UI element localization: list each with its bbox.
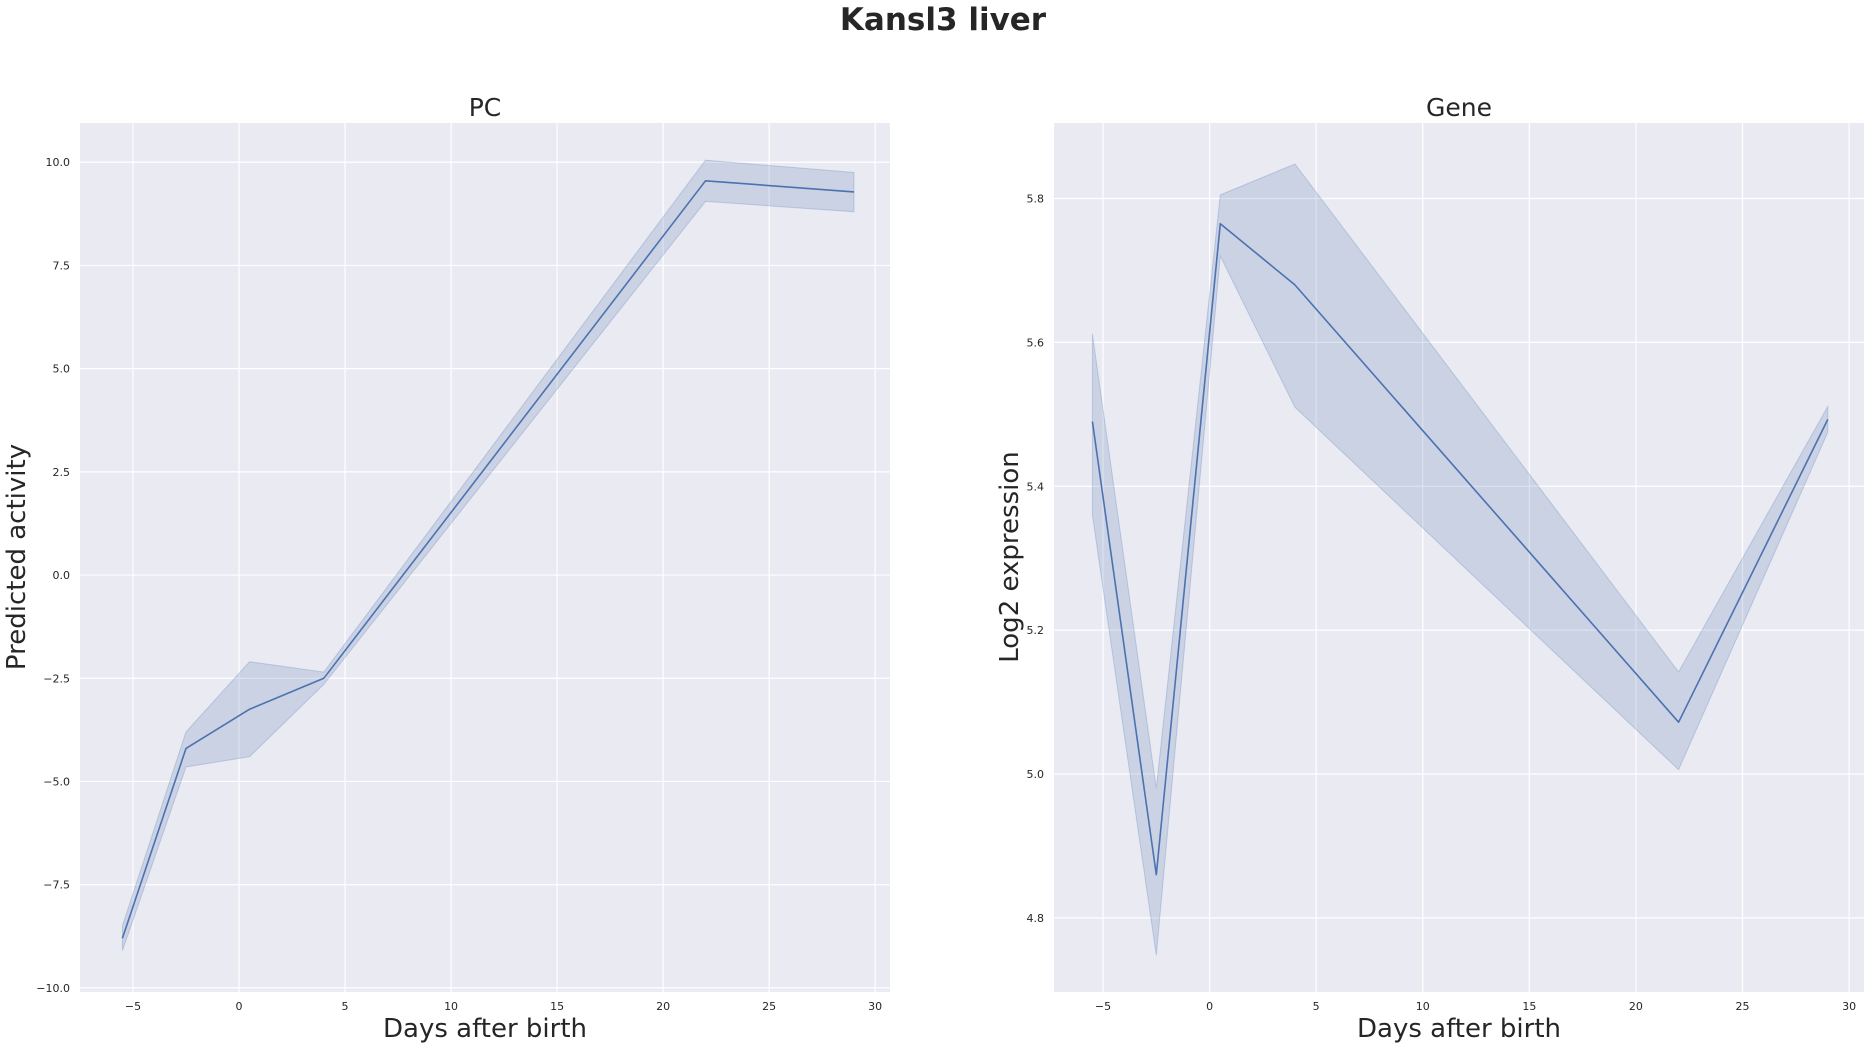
grid-gene (1054, 123, 1864, 992)
y-tick-label: 5.0 (1027, 768, 1045, 781)
y-tick-label: 0.0 (53, 569, 71, 582)
x-tick-label: 10 (1416, 1000, 1430, 1013)
y-tick-label: 5.6 (1027, 336, 1045, 349)
x-tick-label: 10 (444, 1000, 458, 1013)
x-tick-label: 25 (762, 1000, 776, 1013)
marks-pc (121, 159, 855, 951)
y-tick-label: −5.0 (43, 775, 70, 788)
x-axis-label-pc: Days after birth (383, 1014, 587, 1044)
y-tick-label: 5.2 (1027, 624, 1045, 637)
grid-pc (80, 123, 890, 992)
chart-title-pc: PC (469, 93, 502, 122)
y-tick-label: 5.0 (53, 363, 71, 376)
x-tick-label: −5 (1095, 1000, 1111, 1013)
y-tick-label: 10.0 (46, 156, 71, 169)
x-tick-label: 25 (1736, 1000, 1750, 1013)
y-tick-label: 2.5 (53, 466, 71, 479)
y-tick-label: 5.4 (1027, 480, 1045, 493)
x-tick-label: −5 (125, 1000, 141, 1013)
series-line (1091, 222, 1829, 876)
x-tick-label: 15 (1522, 1000, 1536, 1013)
x-tick-label: 0 (236, 1000, 243, 1013)
y-tick-label: 7.5 (53, 259, 71, 272)
chart-pc: −5 0 5 10 15 20 25 30 −10.0 −7.5 −5.0 −2.5 0.0 2.5 5.0… (2, 93, 890, 1044)
x-axis-label-gene: Days after birth (1357, 1014, 1561, 1044)
x-tick-label: 5 (342, 1000, 349, 1013)
figure-title: Kansl3 liver (840, 2, 1047, 38)
marks-gene (1091, 163, 1829, 956)
plot-area-gene (1054, 123, 1864, 992)
chart-title-gene: Gene (1426, 93, 1492, 122)
x-tick-label: 30 (868, 1000, 882, 1013)
chart-gene: −5 0 5 10 15 20 25 30 4.8 5.0 5.2 5.4 5.6 5.8 Gene Da… (995, 93, 1864, 1044)
y-tick-label: −10.0 (36, 982, 70, 995)
confidence-band (121, 159, 855, 951)
y-tick-label: 5.8 (1027, 193, 1045, 206)
y-tick-label: −2.5 (43, 672, 70, 685)
y-axis-label-gene: Log2 expression (995, 451, 1025, 663)
x-tick-label: 15 (550, 1000, 564, 1013)
plot-area-pc (80, 123, 890, 992)
x-tick-label: 20 (1629, 1000, 1643, 1013)
series-line (121, 180, 855, 939)
x-tick-label: 30 (1842, 1000, 1856, 1013)
y-tick-label: 4.8 (1027, 912, 1045, 925)
y-axis-label-pc: Predicted activity (2, 444, 32, 670)
x-tick-label: 0 (1206, 1000, 1213, 1013)
confidence-band (1091, 163, 1829, 956)
x-tick-label: 20 (656, 1000, 670, 1013)
ticks-gene: −5 0 5 10 15 20 25 30 4.8 5.0 5.2 5.4 5.6 5.8 (1027, 193, 1857, 1013)
x-tick-label: 5 (1313, 1000, 1320, 1013)
ticks-pc: −5 0 5 10 15 20 25 30 −10.0 −7.5 −5.0 −2.5 0.0 2.5 5.0… (36, 156, 882, 1013)
y-tick-label: −7.5 (43, 879, 70, 892)
